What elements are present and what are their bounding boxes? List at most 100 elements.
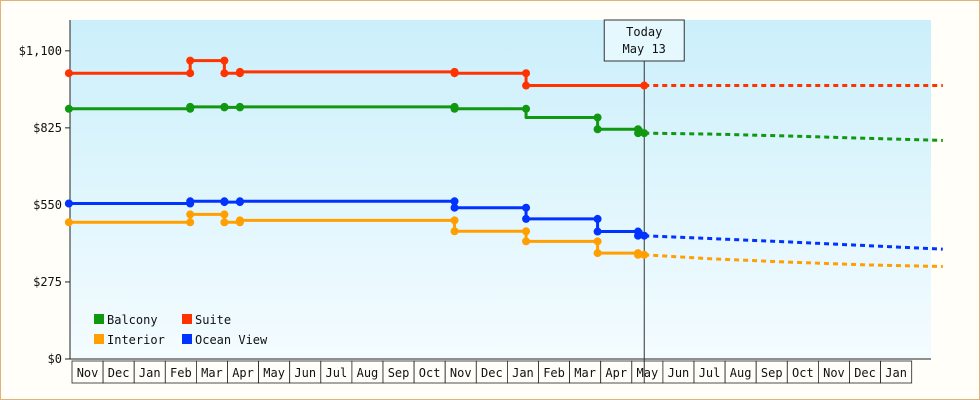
month-label: Jul	[699, 366, 721, 380]
balcony-point	[220, 103, 229, 112]
interior-point	[220, 210, 229, 219]
month-label: Feb	[543, 366, 565, 380]
interior-point	[640, 250, 649, 259]
y-axis-ticks: $0 $275 $550 $825 $1,100	[19, 44, 70, 366]
today-box	[603, 19, 685, 62]
y-tick-label: $0	[48, 352, 62, 366]
month-label: Dec	[108, 366, 130, 380]
legend-label-interior: Interior	[107, 333, 165, 347]
interior-point	[64, 218, 73, 227]
month-label: Jun	[668, 366, 690, 380]
month-label: Nov	[77, 366, 99, 380]
series-suite	[64, 56, 943, 90]
balcony-point	[186, 102, 195, 111]
legend: Balcony Suite Interior Ocean View	[94, 313, 268, 347]
today-marker: Today May 13	[603, 19, 685, 383]
interior-point	[593, 249, 602, 258]
ocean-view-point	[220, 198, 229, 207]
month-label: Sep	[761, 366, 783, 380]
interior-point	[186, 218, 195, 227]
month-label: May	[263, 366, 285, 380]
interior-point	[634, 250, 643, 259]
x-axis-months: Nov Dec Jan Feb Mar Apr May Jun Jul Aug Sep Oct Nov D…	[71, 360, 913, 384]
legend-label-ocean-view: Ocean View	[195, 333, 268, 347]
balcony-point	[634, 129, 643, 138]
suite-point	[522, 69, 531, 78]
suite-point	[64, 69, 73, 78]
series-interior	[64, 210, 943, 269]
ocean-view-point	[450, 203, 459, 212]
month-label: Feb	[170, 366, 192, 380]
month-label: Apr	[232, 366, 254, 380]
y-tick-label: $825	[33, 121, 62, 135]
month-label: Nov	[450, 366, 472, 380]
legend-label-suite: Suite	[195, 313, 231, 327]
month-label: Jun	[294, 366, 316, 380]
month-label: Oct	[419, 366, 441, 380]
month-label: Sep	[388, 366, 410, 380]
series-ocean-view	[64, 197, 943, 251]
balcony-point	[235, 102, 244, 111]
month-label: Jan	[139, 366, 161, 380]
suite-point	[235, 67, 244, 76]
plot-area	[70, 20, 931, 359]
suite-point	[450, 69, 459, 78]
ocean-view-point	[522, 214, 531, 223]
month-label: Jan	[512, 366, 534, 380]
month-label: Aug	[357, 366, 379, 380]
month-label: Jan	[885, 366, 907, 380]
balcony-forecast-line	[644, 131, 943, 142]
interior-forecast-line	[644, 253, 943, 269]
balcony-point	[640, 129, 649, 138]
interior-point	[450, 216, 459, 225]
month-label: Dec	[481, 366, 503, 380]
month-label: Apr	[605, 366, 627, 380]
suite-point	[186, 69, 195, 78]
month-label: Mar	[574, 366, 596, 380]
interior-point	[522, 237, 531, 246]
legend-swatch-interior	[94, 334, 104, 344]
balcony-point	[593, 125, 602, 134]
ocean-view-point	[593, 214, 602, 223]
month-cell	[880, 360, 913, 384]
y-tick-label: $275	[33, 275, 62, 289]
interior-point	[235, 216, 244, 225]
interior-point	[450, 227, 459, 236]
legend-label-balcony: Balcony	[107, 313, 158, 327]
ocean-view-point	[235, 197, 244, 206]
interior-history-line	[68, 212, 645, 257]
ocean-view-point	[522, 203, 531, 212]
interior-point	[186, 210, 195, 219]
suite-point	[220, 69, 229, 78]
month-label: May	[637, 366, 659, 380]
legend-swatch-ocean-view	[182, 334, 192, 344]
ocean-view-point	[186, 197, 195, 206]
month-label: Mar	[201, 366, 223, 380]
y-tick-label: $550	[33, 198, 62, 212]
balcony-point	[64, 104, 73, 113]
suite-point	[186, 56, 195, 65]
ocean-view-point	[634, 231, 643, 240]
suite-point	[522, 81, 531, 90]
month-label: Dec	[854, 366, 876, 380]
month-label: Oct	[792, 366, 814, 380]
month-label: Nov	[823, 366, 845, 380]
legend-swatch-balcony	[94, 314, 104, 324]
ocean-view-point	[640, 231, 649, 240]
ocean-view-point	[450, 197, 459, 206]
ocean-view-forecast-line	[644, 234, 943, 251]
month-label: Aug	[730, 366, 752, 380]
suite-point	[220, 56, 229, 65]
balcony-point	[593, 113, 602, 122]
month-label: Jul	[326, 366, 348, 380]
interior-point	[522, 227, 531, 236]
today-date-label: May 13	[623, 42, 666, 56]
ocean-view-point	[593, 227, 602, 236]
series-group	[64, 56, 943, 269]
y-tick-label: $1,100	[19, 44, 62, 58]
suite-point	[640, 81, 649, 90]
series-balcony	[64, 102, 943, 142]
balcony-point	[450, 104, 459, 113]
interior-point	[220, 218, 229, 227]
